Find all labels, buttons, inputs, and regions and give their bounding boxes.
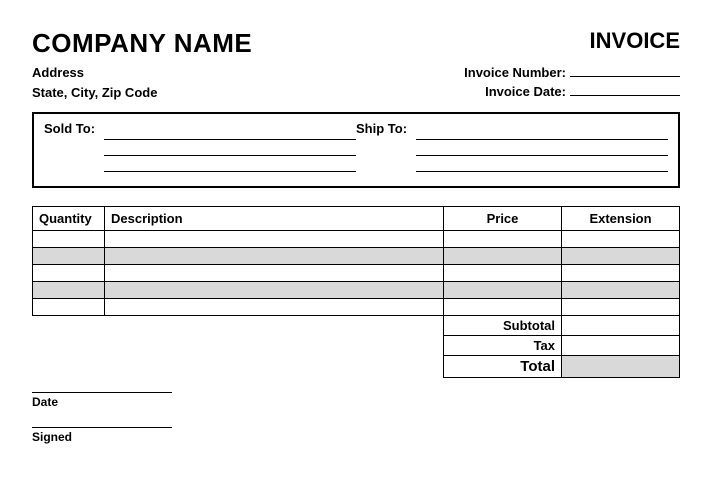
tax-row: Tax <box>444 335 680 355</box>
signed-line[interactable] <box>32 427 172 428</box>
invoice-date-row: Invoice Date: <box>464 82 680 99</box>
sold-to-line-1[interactable] <box>104 124 356 140</box>
table-row[interactable] <box>33 265 680 282</box>
tax-value[interactable] <box>562 335 680 355</box>
invoice-meta: Invoice Number: Invoice Date: <box>464 63 680 102</box>
ship-to-line-1[interactable] <box>416 124 668 140</box>
col-description: Description <box>105 207 444 231</box>
items-header-row: Quantity Description Price Extension <box>33 207 680 231</box>
col-price: Price <box>444 207 562 231</box>
invoice-number-field[interactable] <box>570 63 680 77</box>
tax-label: Tax <box>444 335 562 355</box>
invoice-date-field[interactable] <box>570 82 680 96</box>
ship-to-line-2[interactable] <box>416 140 668 156</box>
date-line[interactable] <box>32 392 172 393</box>
totals-table: Subtotal Tax Total <box>443 315 680 378</box>
date-label: Date <box>32 395 680 409</box>
invoice-date-label: Invoice Date: <box>485 84 566 99</box>
address-label: Address <box>32 63 157 83</box>
total-row: Total <box>444 355 680 377</box>
col-quantity: Quantity <box>33 207 105 231</box>
signature-block: Date Signed <box>32 392 680 444</box>
ship-to-block: Ship To: <box>356 120 668 172</box>
table-row[interactable] <box>33 299 680 316</box>
total-label: Total <box>444 355 562 377</box>
items-table: Quantity Description Price Extension <box>32 206 680 316</box>
subtotal-label: Subtotal <box>444 315 562 335</box>
col-extension: Extension <box>562 207 680 231</box>
sold-to-line-3[interactable] <box>104 156 356 172</box>
table-row[interactable] <box>33 231 680 248</box>
subtotal-value[interactable] <box>562 315 680 335</box>
header: COMPANY NAME INVOICE <box>32 28 680 59</box>
items-body <box>33 231 680 316</box>
invoice-number-label: Invoice Number: <box>464 65 566 80</box>
company-name: COMPANY NAME <box>32 28 252 59</box>
sold-to-line-2[interactable] <box>104 140 356 156</box>
ship-to-line-3[interactable] <box>416 156 668 172</box>
address-frame: Sold To: Ship To: <box>32 112 680 188</box>
invoice-number-row: Invoice Number: <box>464 63 680 80</box>
sold-to-label: Sold To: <box>44 121 95 136</box>
invoice-title: INVOICE <box>590 28 680 54</box>
company-address-block: Address State, City, Zip Code <box>32 63 157 102</box>
state-city-zip-label: State, City, Zip Code <box>32 83 157 103</box>
signed-label: Signed <box>32 430 680 444</box>
subtotal-row: Subtotal <box>444 315 680 335</box>
table-row[interactable] <box>33 282 680 299</box>
ship-to-label: Ship To: <box>356 121 407 136</box>
sub-header: Address State, City, Zip Code Invoice Nu… <box>32 63 680 102</box>
sold-to-block: Sold To: <box>44 120 356 172</box>
total-value[interactable] <box>562 355 680 377</box>
table-row[interactable] <box>33 248 680 265</box>
